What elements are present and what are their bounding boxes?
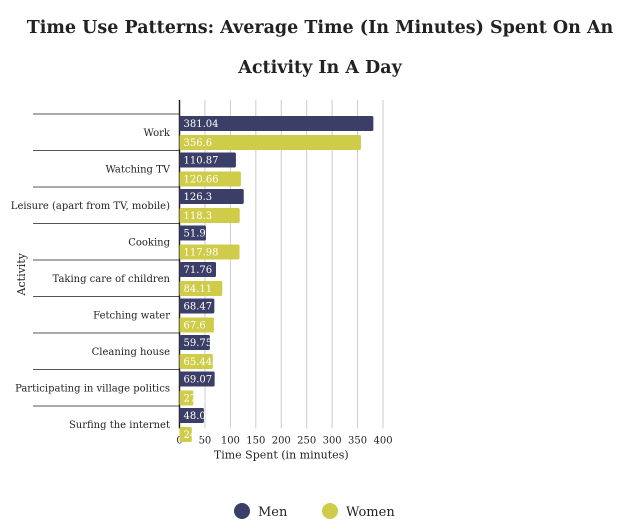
data-label-men: 68.47 (184, 302, 213, 313)
bar-men (179, 262, 217, 277)
x-tick-label-400: 400 (373, 436, 392, 447)
x-tick-label-150: 150 (246, 436, 265, 447)
data-label-women: 84.11 (184, 284, 213, 295)
bar-women (179, 390, 194, 406)
bar-women (179, 244, 240, 260)
data-label-women: 118.3 (184, 211, 213, 222)
x-tick-label-0: 0 (176, 436, 182, 447)
data-label-women: 117.98 (184, 248, 219, 259)
data-label-men: 48.06 (184, 411, 213, 422)
x-tick-label-200: 200 (272, 436, 291, 447)
category-label: Cooking (128, 238, 170, 249)
data-label-women: 356.6 (184, 138, 213, 149)
bar-women (179, 427, 192, 442)
bar-women (179, 317, 214, 333)
y-axis-label: Activity (15, 252, 28, 296)
data-label-women: 67.6 (184, 321, 206, 332)
bar-men (179, 189, 244, 204)
chart-title: Time Use Patterns: Average Time (In Minu… (26, 18, 614, 78)
legend-label-men: Men (258, 505, 288, 520)
data-label-men: 71.76 (184, 265, 213, 276)
bar-women (179, 135, 361, 150)
data-label-women: 27.2 (184, 394, 206, 405)
bar-women (179, 281, 223, 296)
x-tick-label-250: 250 (297, 436, 316, 447)
category-label: Watching TV (105, 165, 170, 176)
bar-men (179, 225, 206, 241)
bar-men (179, 335, 210, 350)
legend-marker-women (322, 503, 338, 519)
category-label: Taking care of children (53, 274, 171, 285)
bar-men (179, 408, 204, 423)
bar-men (179, 371, 215, 387)
category-label: Leisure (apart from TV, mobile) (11, 201, 170, 212)
bar-men (179, 116, 374, 131)
category-label: Fetching water (93, 311, 170, 322)
data-label-men: 110.87 (184, 156, 219, 167)
category-label: Cleaning house (92, 347, 170, 358)
x-axis-label: Time Spent (in minutes) (214, 449, 349, 462)
x-tick-label-100: 100 (221, 436, 240, 447)
data-label-men: 69.07 (184, 375, 213, 386)
data-label-men: 59.75 (184, 338, 213, 349)
category-label: Work (144, 128, 171, 139)
legend-marker-men (234, 503, 250, 519)
bar-women (179, 171, 241, 187)
bar-men (179, 298, 215, 314)
bar-men (179, 152, 236, 168)
legend-label-women: Women (346, 505, 395, 520)
data-label-women: 120.66 (184, 175, 219, 186)
data-label-men: 126.3 (184, 192, 213, 203)
data-label-women: 24.1 (184, 430, 206, 441)
data-label-men: 381.04 (184, 119, 219, 130)
x-tick-label-300: 300 (323, 436, 342, 447)
bar-women (179, 208, 240, 223)
category-label: Participating in village politics (15, 384, 170, 395)
x-tick-label-50: 50 (199, 436, 212, 447)
x-tick-label-350: 350 (348, 436, 367, 447)
data-label-women: 65.44 (184, 357, 213, 368)
category-label: Surfing the internet (69, 420, 170, 431)
bar-women (179, 354, 213, 369)
data-label-men: 51.98 (184, 229, 213, 240)
